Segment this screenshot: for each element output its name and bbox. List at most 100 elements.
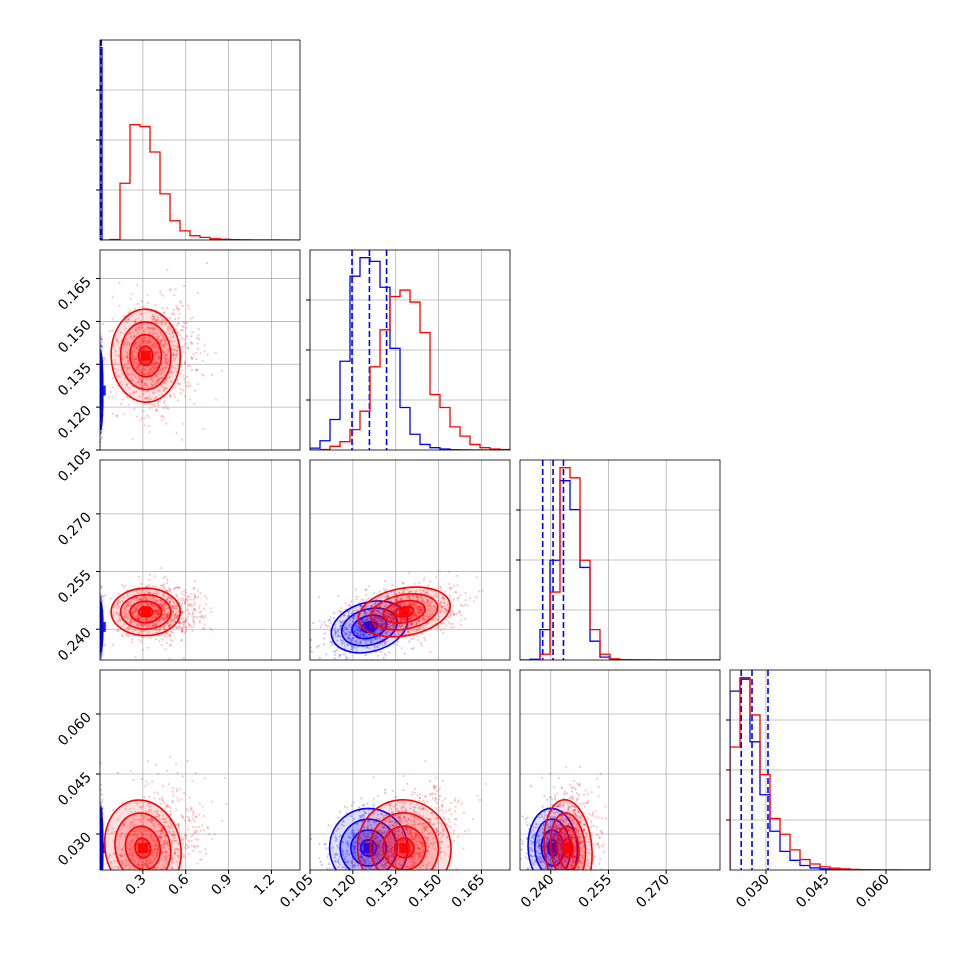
scatter-point-red xyxy=(148,372,151,375)
scatter-point-red xyxy=(446,609,449,612)
scatter-point-blue xyxy=(387,616,391,619)
scatter-point-red xyxy=(331,628,334,631)
scatter-point-red xyxy=(138,395,142,398)
scatter-point-red xyxy=(176,331,179,334)
scatter-point-red xyxy=(154,611,157,614)
scatter-point-red xyxy=(176,379,179,382)
scatter-point-blue xyxy=(100,619,102,622)
scatter-point-blue xyxy=(336,635,340,638)
scatter-point-blue xyxy=(355,649,359,652)
scatter-point-red xyxy=(146,326,149,329)
scatter-point-red xyxy=(197,595,200,599)
scatter-point-red xyxy=(139,598,142,601)
scatter-point-red xyxy=(163,338,167,341)
scatter-point-red xyxy=(149,602,153,605)
scatter-point-blue xyxy=(100,655,103,659)
scatter-point-red xyxy=(153,366,156,369)
scatter-point-red xyxy=(165,387,168,390)
scatter-point-red xyxy=(145,598,148,601)
scatter-point-blue xyxy=(340,639,343,642)
scatter-point-red xyxy=(151,598,154,601)
scatter-point-red xyxy=(194,608,197,611)
scatter-point-red xyxy=(375,599,378,602)
scatter-point-red xyxy=(439,611,442,614)
scatter-point-blue xyxy=(373,592,376,595)
scatter-point-red xyxy=(115,354,118,357)
scatter-point-red xyxy=(151,362,154,365)
scatter-point-red xyxy=(172,353,176,357)
scatter-point-red xyxy=(159,330,163,334)
scatter-point-red xyxy=(108,396,111,399)
scatter-point-red xyxy=(161,633,165,636)
scatter-point-red xyxy=(117,602,120,606)
scatter-point-red xyxy=(145,373,148,376)
scatter-point-red xyxy=(400,631,403,634)
scatter-point-red xyxy=(157,319,160,322)
scatter-point-red xyxy=(137,377,140,380)
scatter-point-red xyxy=(381,618,384,621)
scatter-point-red xyxy=(413,603,416,606)
scatter-point-red xyxy=(196,347,200,350)
scatter-point-blue xyxy=(100,882,102,884)
scatter-point-red xyxy=(202,626,206,629)
scatter-point-red xyxy=(426,584,430,587)
scatter-point-red xyxy=(112,395,115,398)
scatter-point-red xyxy=(423,638,427,642)
scatter-point-red xyxy=(161,344,165,347)
scatter-point-red xyxy=(419,607,423,611)
scatter-point-blue xyxy=(377,611,380,614)
scatter-point-red xyxy=(155,379,159,382)
scatter-point-red xyxy=(150,404,154,407)
scatter-point-red xyxy=(180,611,183,614)
scatter-point-red xyxy=(162,576,165,579)
scatter-point-blue xyxy=(358,629,361,633)
scatter-point-blue xyxy=(387,623,390,626)
scatter-point-red xyxy=(417,619,420,622)
scatter-point-blue xyxy=(99,663,101,665)
scatter-point-red xyxy=(369,623,372,627)
scatter-point-red xyxy=(412,630,415,633)
scatter-point-red xyxy=(132,390,136,394)
scatter-point-blue xyxy=(392,623,395,627)
scatter-point-red xyxy=(418,626,422,629)
scatter-point-red xyxy=(169,633,172,636)
scatter-point-red xyxy=(431,613,434,616)
scatter-point-blue xyxy=(347,630,350,633)
scatter-point-red xyxy=(386,616,389,619)
scatter-point-red xyxy=(152,317,155,321)
scatter-point-red xyxy=(162,345,165,348)
scatter-point-red xyxy=(195,369,199,372)
scatter-point-red xyxy=(158,355,161,358)
scatter-point-red xyxy=(179,626,182,629)
scatter-point-red xyxy=(369,608,372,611)
scatter-point-red xyxy=(413,628,416,631)
scatter-point-red xyxy=(120,625,123,628)
scatter-point-red xyxy=(372,624,375,627)
scatter-point-blue xyxy=(322,637,325,640)
scatter-point-blue xyxy=(362,635,366,638)
scatter-point-red xyxy=(423,636,426,639)
scatter-point-red xyxy=(397,630,400,633)
scatter-point-red xyxy=(113,367,116,370)
scatter-point-red xyxy=(409,617,413,620)
scatter-point-red xyxy=(128,626,131,629)
scatter-point-red xyxy=(156,346,160,349)
scatter-point-blue xyxy=(374,631,377,634)
scatter-point-red xyxy=(101,622,104,625)
scatter-point-red xyxy=(412,604,415,607)
scatter-point-red xyxy=(182,597,185,600)
scatter-point-red xyxy=(165,361,168,364)
scatter-point-red xyxy=(140,591,143,594)
scatter-point-blue xyxy=(353,617,356,620)
scatter-point-red xyxy=(160,616,163,619)
scatter-point-red xyxy=(389,613,392,616)
scatter-point-red xyxy=(162,617,165,620)
scatter-point-red xyxy=(413,582,416,586)
scatter-point-red xyxy=(160,602,163,606)
panel-frame xyxy=(99,249,301,451)
scatter-point-red xyxy=(136,604,139,607)
scatter-point-red xyxy=(130,611,133,615)
scatter-point-red xyxy=(369,608,372,612)
scatter-point-blue xyxy=(100,596,103,599)
scatter-point-red xyxy=(142,604,145,607)
